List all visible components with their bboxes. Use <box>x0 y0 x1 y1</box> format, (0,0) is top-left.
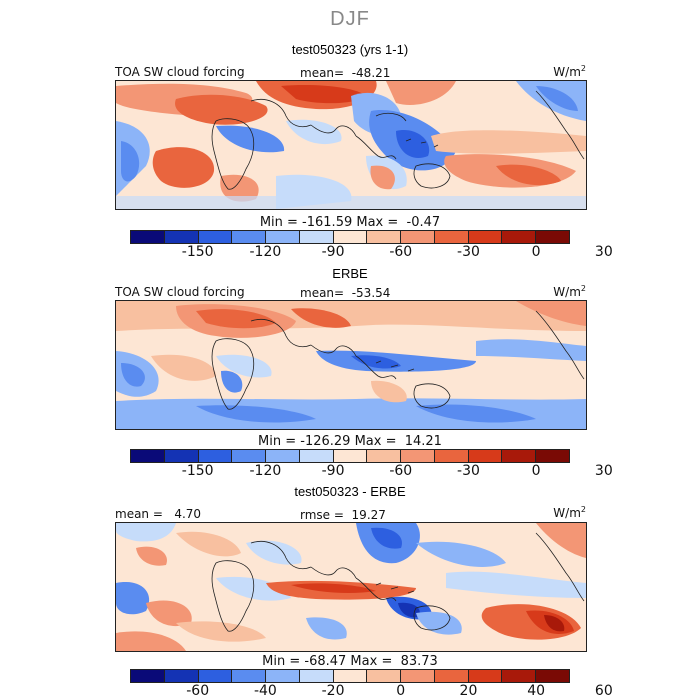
colorbar-swatch <box>502 450 537 462</box>
colorbar-tick-label: 0 <box>396 683 406 699</box>
panel-3-colorbar-ticks: -60 -40 -20 0 20 40 60 <box>130 683 613 699</box>
colorbar-swatch <box>536 670 569 682</box>
colorbar-tick-label: -90 <box>321 463 345 479</box>
colorbar-tick-label: -60 <box>389 463 413 479</box>
colorbar-swatch <box>164 450 199 462</box>
panel-3-title: test050323 - ERBE <box>294 484 406 499</box>
panel-1-title: test050323 (yrs 1-1) <box>291 42 409 57</box>
colorbar-swatch <box>131 670 165 682</box>
panel-3-units: W/m2 <box>553 505 586 520</box>
colorbar-swatch <box>266 231 300 243</box>
colorbar-swatch <box>536 231 569 243</box>
colorbar-tick-label: 0 <box>531 244 541 260</box>
colorbar-swatch <box>367 450 402 462</box>
colorbar-tick-label: 40 <box>527 683 546 699</box>
panel-2-map <box>115 300 587 430</box>
colorbar-swatch <box>198 231 233 243</box>
colorbar-tick-label: 20 <box>459 683 478 699</box>
colorbar-swatch <box>299 231 334 243</box>
colorbar-swatch <box>266 670 300 682</box>
panel-2-colorbar <box>130 449 570 463</box>
colorbar-tick-label: -30 <box>457 463 480 479</box>
panel-1-colorbar-ticks: -150 -120 -90 -60 -30 0 30 <box>130 244 613 260</box>
colorbar-tick-label: -60 <box>389 244 413 260</box>
colorbar-swatch <box>333 231 368 243</box>
panel-1-mean: mean= -48.21 <box>300 66 391 80</box>
panel-3-colorbar <box>130 669 570 683</box>
colorbar-swatch <box>232 450 267 462</box>
colorbar-swatch <box>502 670 537 682</box>
colorbar-tick-label: -60 <box>186 683 210 699</box>
colorbar-tick-label: -120 <box>249 463 282 479</box>
panel-2-title: ERBE <box>332 266 368 281</box>
colorbar-tick-label: -90 <box>321 244 345 260</box>
colorbar-swatch <box>401 670 435 682</box>
panel-1-map <box>115 80 587 210</box>
colorbar-swatch <box>434 670 469 682</box>
colorbar-swatch <box>502 231 537 243</box>
colorbar-swatch <box>434 231 469 243</box>
colorbar-tick-label: -30 <box>457 244 480 260</box>
colorbar-swatch <box>232 670 267 682</box>
colorbar-swatch <box>299 670 334 682</box>
panel-2-units: W/m2 <box>553 284 586 299</box>
colorbar-swatch <box>164 670 199 682</box>
panel-1-colorbar <box>130 230 570 244</box>
colorbar-swatch <box>333 670 368 682</box>
panel-3-min-max: Min = -68.47 Max = 83.73 <box>262 654 438 669</box>
colorbar-swatch <box>232 231 267 243</box>
colorbar-swatch <box>468 231 503 243</box>
colorbar-tick-label: 60 <box>594 683 613 699</box>
colorbar-tick-label: -20 <box>321 683 345 699</box>
panel-2-field-label: TOA SW cloud forcing <box>115 285 245 299</box>
panel-2-colorbar-ticks: -150 -120 -90 -60 -30 0 30 <box>130 463 613 479</box>
colorbar-swatch <box>131 450 165 462</box>
colorbar-swatch <box>367 231 402 243</box>
colorbar-swatch <box>401 450 435 462</box>
panel-2-map-field <box>116 301 586 429</box>
panel-1-units: W/m2 <box>553 64 586 79</box>
colorbar-swatch <box>299 450 334 462</box>
colorbar-swatch <box>333 450 368 462</box>
panel-1-min-max: Min = -161.59 Max = -0.47 <box>259 215 441 230</box>
panel-2-min-max: Min = -126.29 Max = 14.21 <box>258 434 442 449</box>
colorbar-tick-label: 30 <box>594 244 613 260</box>
panel-3-map-field <box>116 523 586 651</box>
colorbar-swatch <box>434 450 469 462</box>
panel-3-mean: mean = 4.70 <box>115 507 202 521</box>
panel-1-map-field <box>116 81 586 209</box>
colorbar-tick-label: -40 <box>253 683 277 699</box>
colorbar-swatch <box>536 450 569 462</box>
colorbar-swatch <box>131 231 165 243</box>
colorbar-swatch <box>401 231 435 243</box>
colorbar-swatch <box>198 670 233 682</box>
panel-3-rmse: rmse = 19.27 <box>300 508 386 522</box>
panel-3-map <box>115 522 587 652</box>
panel-1-field-label: TOA SW cloud forcing <box>115 65 245 79</box>
panel-2-mean: mean= -53.54 <box>300 286 391 300</box>
colorbar-tick-label: 0 <box>531 463 541 479</box>
colorbar-tick-label: -150 <box>181 463 214 479</box>
colorbar-tick-label: -120 <box>249 244 282 260</box>
colorbar-swatch <box>367 670 402 682</box>
colorbar-tick-label: 30 <box>594 463 613 479</box>
colorbar-swatch <box>468 670 503 682</box>
colorbar-swatch <box>164 231 199 243</box>
colorbar-swatch <box>198 450 233 462</box>
figure-title: DJF <box>330 8 370 30</box>
colorbar-swatch <box>468 450 503 462</box>
colorbar-tick-label: -150 <box>181 244 214 260</box>
colorbar-swatch <box>266 450 300 462</box>
